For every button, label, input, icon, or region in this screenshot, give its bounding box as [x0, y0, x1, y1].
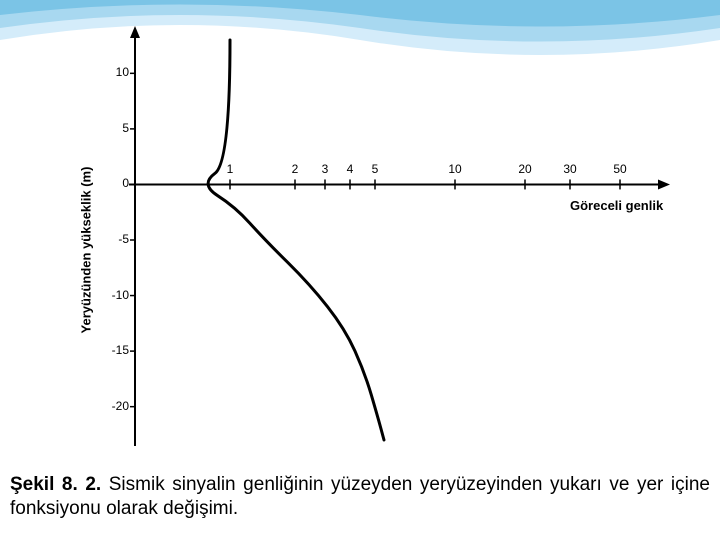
y-tick-label: -10: [101, 288, 129, 302]
amplitude-depth-chart: Yeryüzünden yükseklik (m) Göreceli genli…: [60, 20, 680, 460]
x-tick-label: 50: [613, 162, 626, 176]
chart-svg: [60, 20, 680, 460]
x-tick-label: 1: [227, 162, 234, 176]
y-tick-label: 10: [101, 65, 129, 79]
caption-label: Şekil 8. 2.: [10, 474, 101, 495]
x-tick-label: 2: [292, 162, 299, 176]
y-tick-label: -20: [101, 399, 129, 413]
x-tick-label: 4: [347, 162, 354, 176]
x-tick-label: 20: [518, 162, 531, 176]
x-tick-label: 10: [448, 162, 461, 176]
x-tick-label: 3: [322, 162, 329, 176]
x-tick-label: 5: [372, 162, 379, 176]
figure-caption: Şekil 8. 2. Sismik sinyalin genliğinin y…: [10, 473, 710, 522]
caption-text: Sismik sinyalin genliğinin yüzeyden yery…: [10, 474, 710, 520]
y-tick-label: -5: [101, 232, 129, 246]
y-tick-label: 0: [101, 176, 129, 190]
x-axis-label: Göreceli genlik: [570, 198, 663, 213]
y-axis-label: Yeryüzünden yükseklik (m): [79, 167, 94, 334]
x-tick-label: 30: [563, 162, 576, 176]
y-tick-label: 5: [101, 121, 129, 135]
y-tick-label: -15: [101, 343, 129, 357]
